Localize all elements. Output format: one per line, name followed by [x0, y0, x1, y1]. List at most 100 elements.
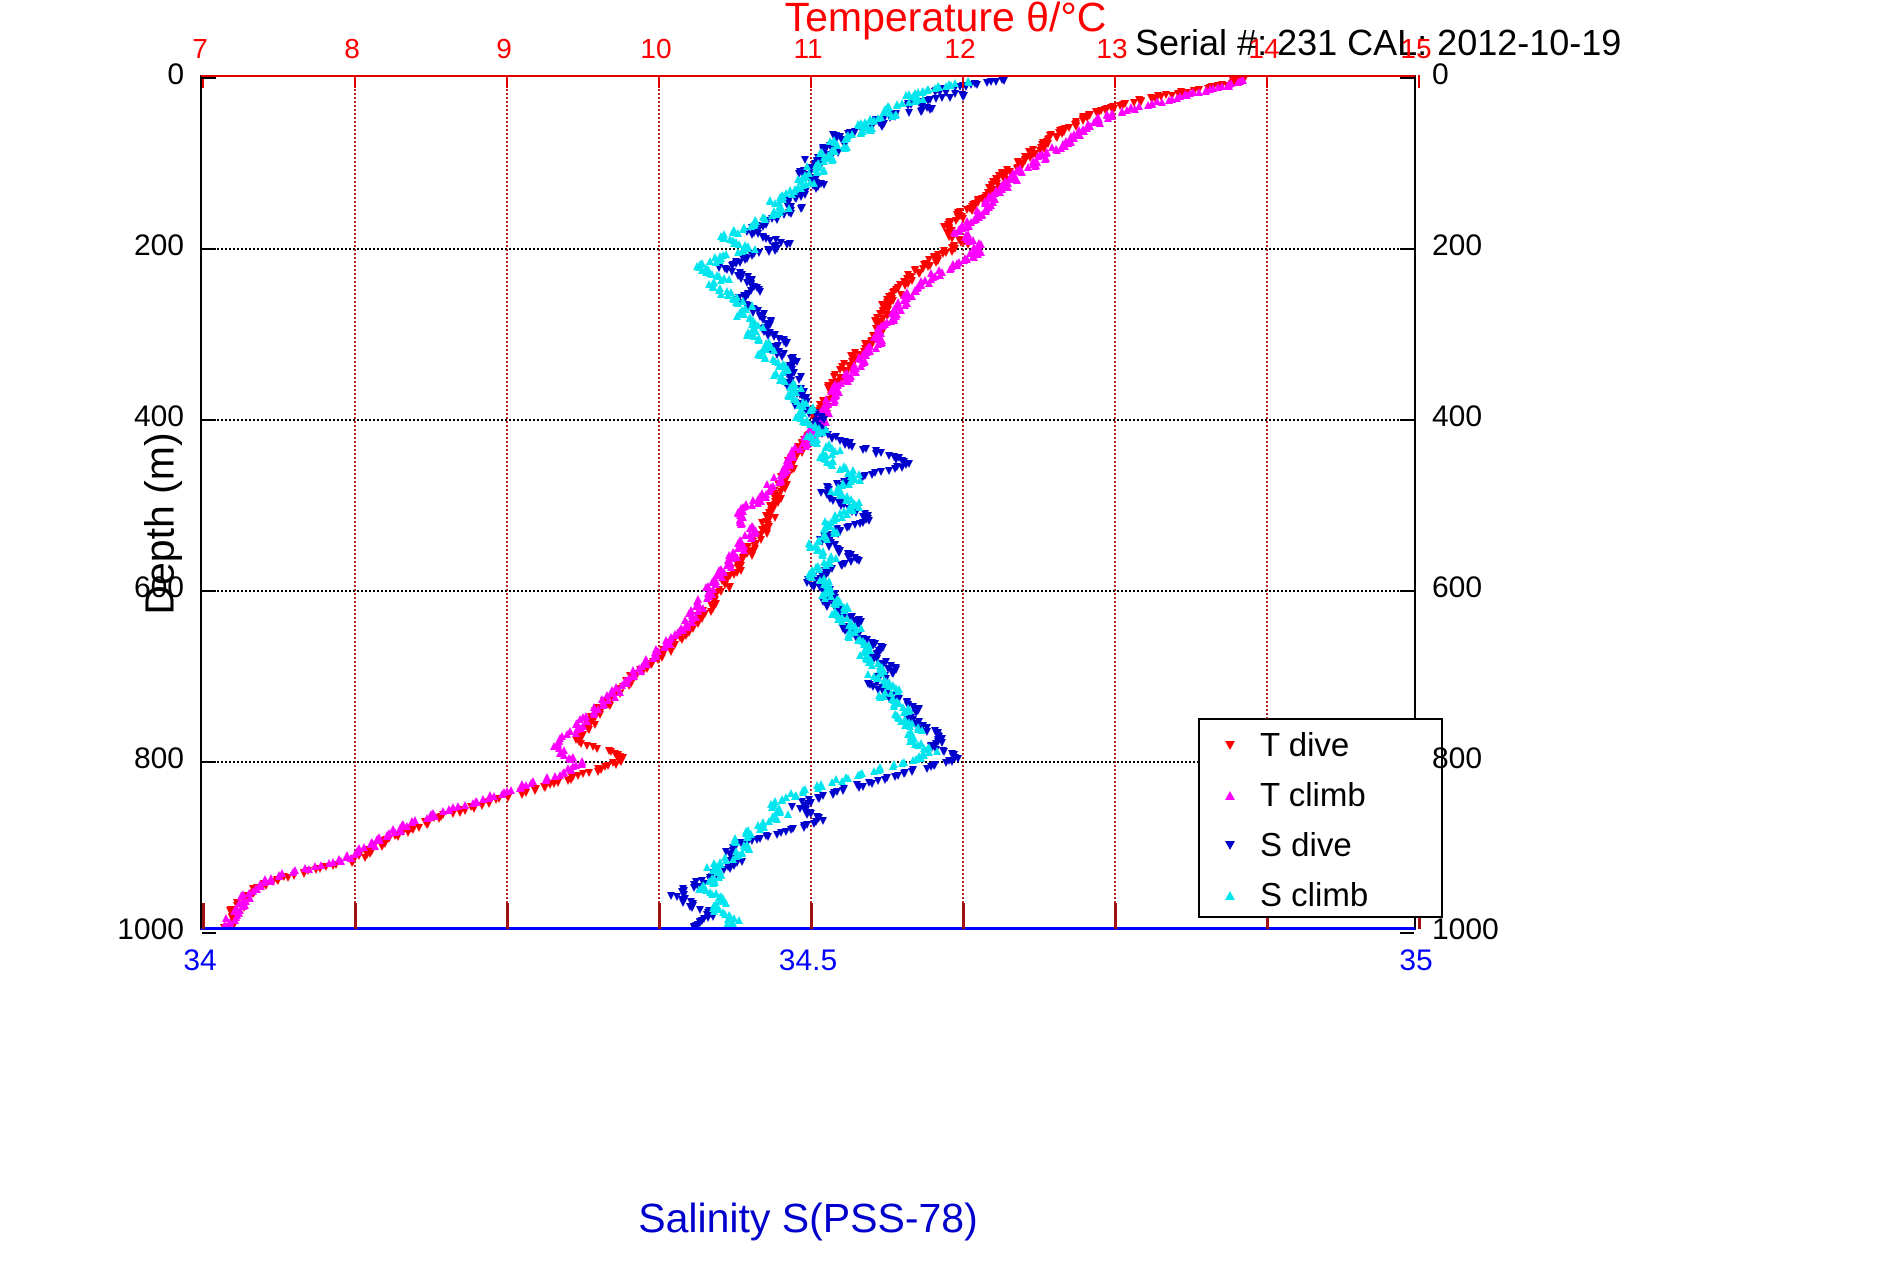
- data-point: [698, 603, 707, 612]
- legend-item-s-climb[interactable]: S climb: [1200, 870, 1441, 920]
- data-point: [578, 759, 587, 768]
- data-point: [754, 336, 763, 345]
- data-point: [599, 701, 608, 710]
- data-point: [905, 98, 914, 107]
- data-point: [935, 83, 944, 92]
- data-point: [827, 586, 836, 595]
- data-point: [897, 463, 906, 472]
- data-point: [687, 617, 696, 626]
- data-point: [856, 362, 865, 371]
- data-point: [820, 152, 829, 161]
- data-point: [822, 589, 831, 598]
- data-point: [784, 392, 793, 401]
- data-point: [842, 463, 851, 472]
- data-point: [808, 573, 817, 581]
- data-point: [784, 809, 793, 818]
- data-point: [788, 452, 797, 461]
- data-point: [837, 776, 846, 785]
- data-point: [759, 322, 768, 331]
- data-point: [593, 745, 602, 754]
- data-point: [300, 870, 309, 879]
- data-point: [1152, 96, 1161, 105]
- data-point: [800, 418, 809, 427]
- data-point: [851, 367, 860, 376]
- data-point: [809, 819, 818, 828]
- data-point: [1162, 91, 1171, 100]
- data-point: [301, 863, 310, 872]
- data-point: [1052, 134, 1061, 143]
- data-point: [1157, 93, 1166, 102]
- data-point: [712, 258, 721, 267]
- data-point: [841, 496, 850, 505]
- data-point: [797, 797, 806, 806]
- data-point: [670, 631, 679, 640]
- data-point: [708, 912, 717, 921]
- data-point: [790, 401, 799, 410]
- data-point: [918, 103, 927, 112]
- data-point: [872, 674, 881, 683]
- bottom-axis-minor-tick: [658, 903, 661, 929]
- data-point: [377, 842, 386, 851]
- top-axis-tick-label: 14: [1248, 33, 1280, 64]
- data-point: [515, 784, 524, 793]
- data-point: [801, 807, 810, 816]
- data-point: [1147, 99, 1156, 108]
- data-point: [348, 859, 357, 868]
- legend-item-t-climb[interactable]: T climb: [1200, 770, 1441, 820]
- data-point: [723, 266, 732, 275]
- top-axis-tick: [962, 75, 964, 88]
- data-point: [1057, 129, 1066, 138]
- data-point: [865, 645, 874, 654]
- data-point: [803, 578, 812, 587]
- data-point: [812, 168, 821, 177]
- data-point: [742, 304, 751, 313]
- data-point: [659, 643, 668, 652]
- data-point: [912, 286, 921, 295]
- data-point: [273, 877, 282, 886]
- data-point: [795, 444, 804, 453]
- data-point: [899, 702, 908, 711]
- data-point: [891, 455, 900, 464]
- data-point: [732, 311, 741, 320]
- data-point: [705, 256, 714, 265]
- legend-item-t-dive[interactable]: T dive: [1200, 720, 1441, 770]
- data-point: [924, 97, 933, 106]
- right-axis-tick: [1400, 419, 1414, 421]
- data-point: [749, 332, 758, 341]
- data-point: [749, 496, 758, 505]
- data-point: [583, 741, 592, 750]
- data-point: [851, 349, 860, 358]
- legend-item-s-dive[interactable]: S dive: [1200, 820, 1441, 870]
- data-point: [898, 99, 907, 108]
- up-triangle-icon: [1200, 790, 1260, 800]
- data-point: [762, 344, 771, 353]
- data-point: [844, 377, 853, 386]
- data-point: [791, 195, 800, 204]
- data-point: [665, 639, 674, 648]
- data-point: [572, 720, 581, 729]
- data-point: [906, 722, 915, 731]
- data-point: [848, 467, 857, 476]
- data-point: [1003, 183, 1012, 192]
- down-triangle-icon: [1200, 840, 1260, 850]
- right-axis-tick: [1400, 77, 1414, 79]
- data-point: [1173, 93, 1182, 102]
- data-point: [836, 490, 845, 499]
- data-point: [861, 351, 870, 360]
- data-point: [878, 122, 887, 131]
- data-point: [762, 234, 771, 243]
- data-point: [370, 841, 379, 850]
- data-point: [1115, 102, 1124, 111]
- data-point: [902, 91, 911, 100]
- data-point: [724, 274, 733, 283]
- data-point: [830, 529, 839, 538]
- data-point: [541, 775, 550, 784]
- data-point: [551, 771, 560, 780]
- data-point: [783, 481, 792, 490]
- data-point: [1076, 130, 1085, 139]
- data-point: [827, 435, 836, 444]
- data-point: [540, 784, 549, 793]
- data-point: [567, 766, 576, 775]
- data-point: [787, 803, 796, 812]
- top-axis-tick-label: 7: [192, 33, 208, 64]
